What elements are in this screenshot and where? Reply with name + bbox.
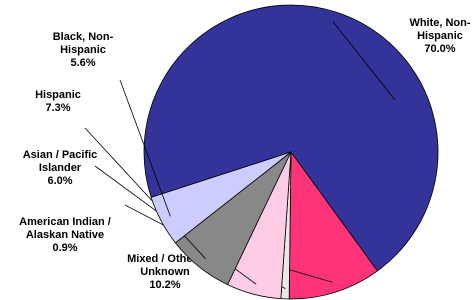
slice-label: Asian / Pacific Islander	[23, 149, 98, 174]
slice-label: American Indian / Alaskan Native	[19, 216, 111, 241]
value-label: 5.6%	[70, 57, 95, 69]
pie-slice	[143, 4, 439, 272]
label-line: Unknown	[140, 266, 190, 278]
value-label: 6.0%	[47, 175, 72, 187]
value-label: 7.3%	[45, 102, 70, 114]
label-line: Hispanic	[417, 30, 463, 42]
slice-label: Mixed / Other / Unknown	[127, 253, 203, 278]
leader-line	[119, 79, 171, 217]
leader-line	[84, 127, 206, 259]
pie-slice	[288, 150, 378, 300]
label-line: Islander	[39, 162, 82, 174]
label-line: Asian / Pacific	[23, 149, 98, 161]
value-label: 0.9%	[52, 242, 77, 254]
label-line: White, Non-	[409, 17, 470, 29]
pie-slice	[150, 151, 292, 244]
label-line: Alaskan Native	[26, 229, 104, 241]
label-line: Mixed / Other /	[127, 253, 203, 265]
label-line: American Indian /	[19, 216, 111, 228]
slice-label: Black, Non-Hispanic	[53, 31, 114, 56]
slice-label: Hispanic	[35, 89, 81, 101]
label-line: Black, Non-	[53, 31, 114, 43]
value-label: 70.0%	[424, 43, 455, 55]
slice-label: White, Non-Hispanic	[409, 17, 470, 42]
value-label: 10.2%	[149, 279, 180, 291]
label-line: Hispanic	[35, 89, 81, 101]
leader-line	[332, 21, 396, 101]
label-line: Hispanic	[60, 44, 106, 56]
